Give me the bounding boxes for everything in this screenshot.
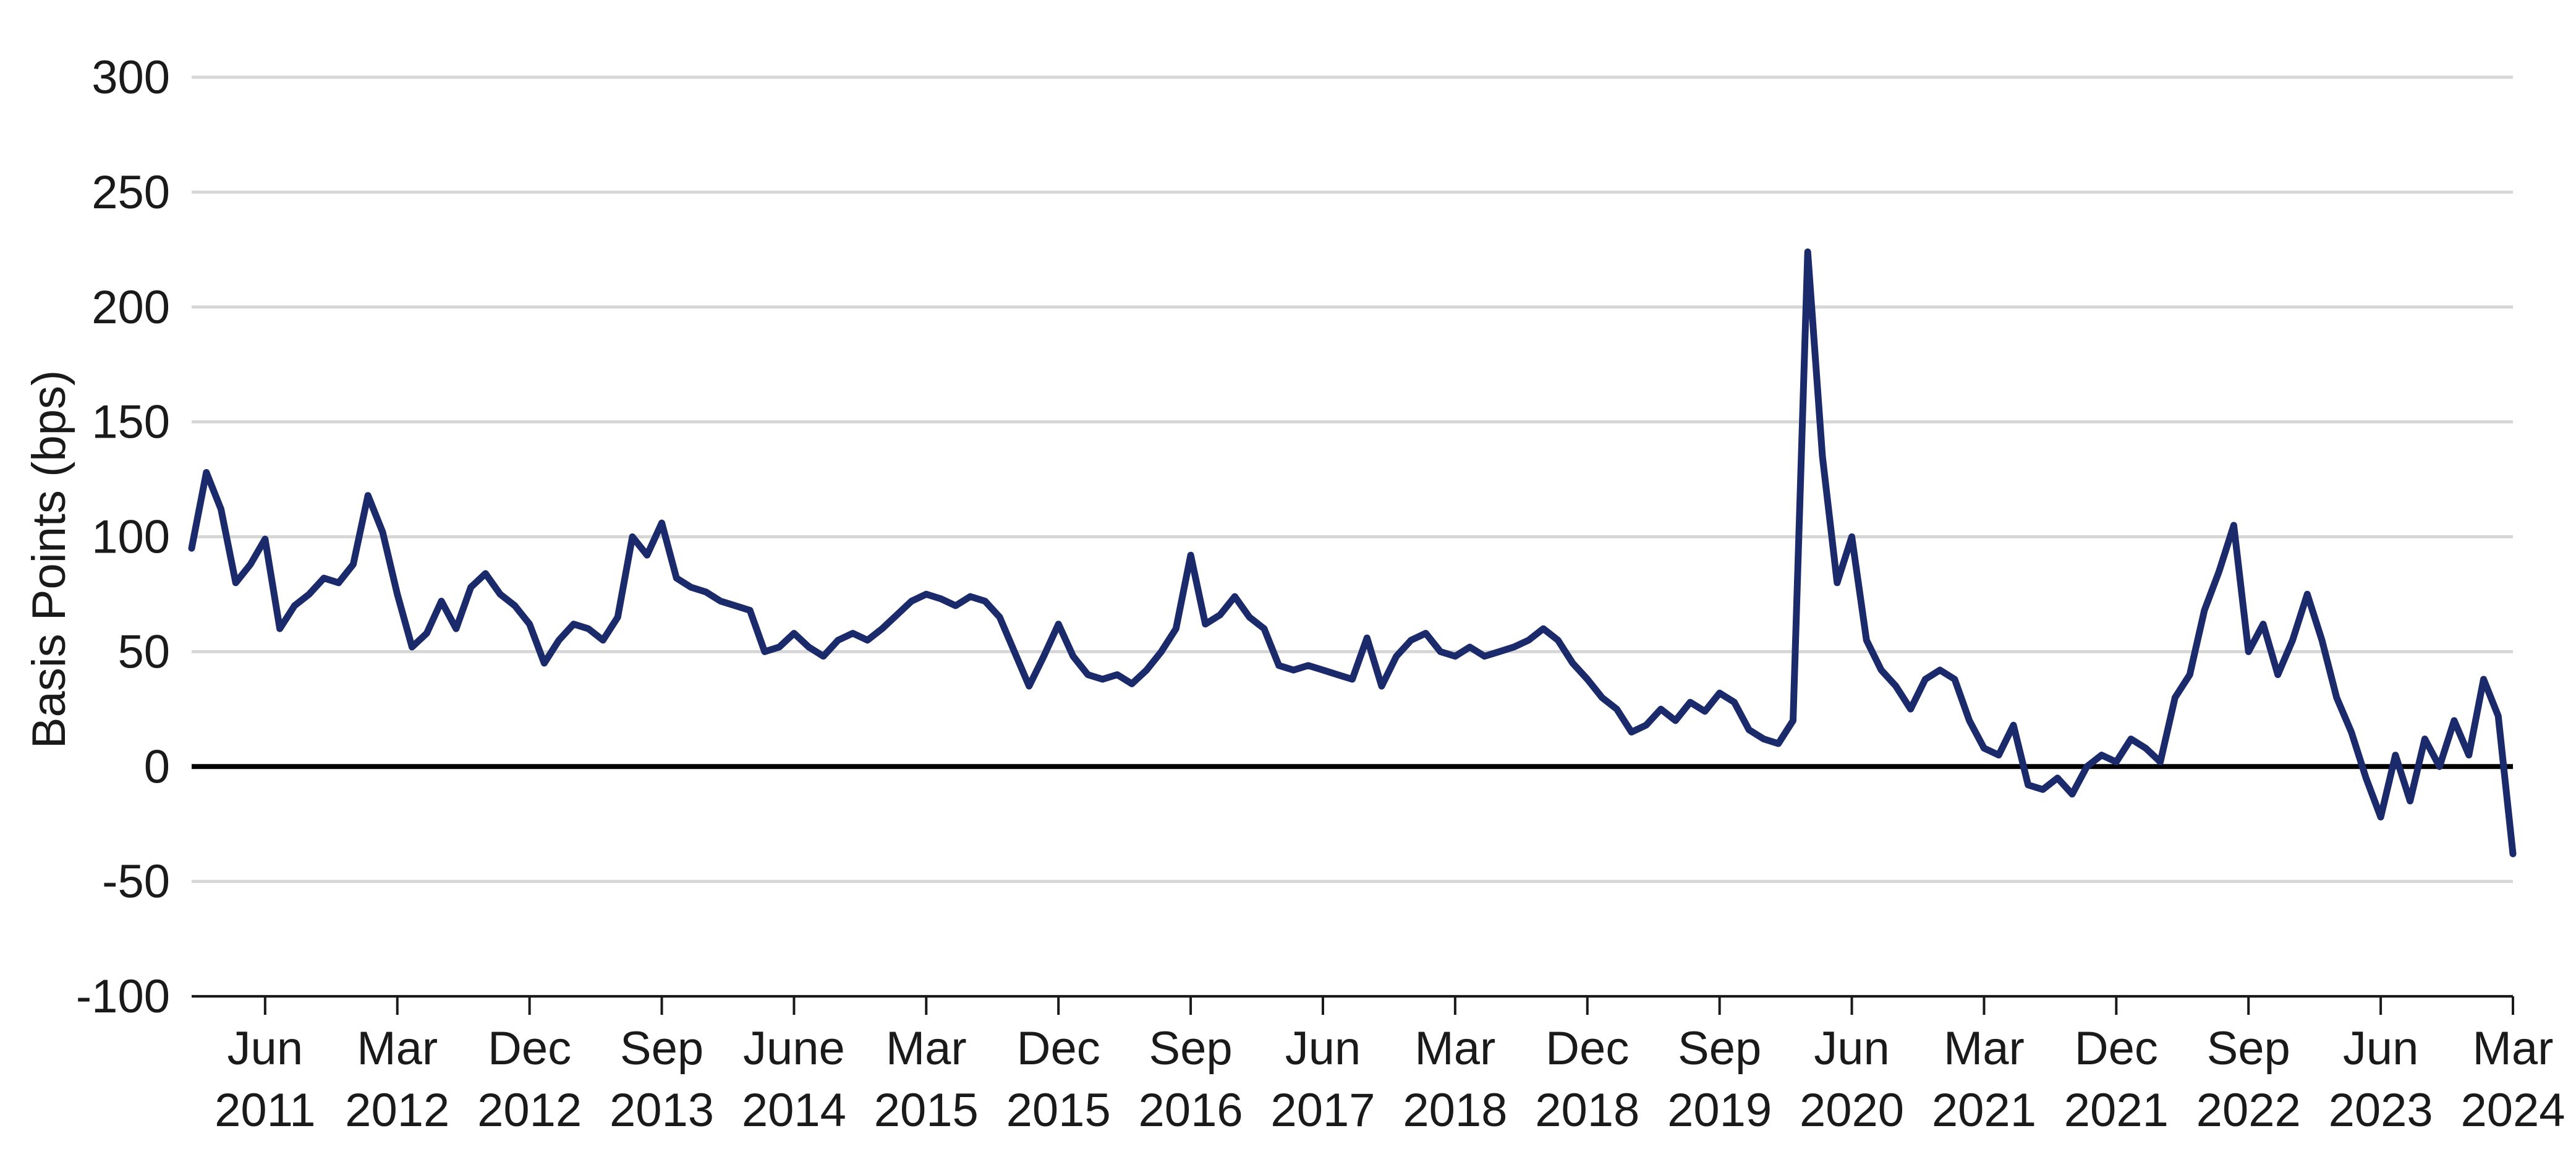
- x-tick-label: Sep: [1678, 1022, 1761, 1075]
- gridlines: [192, 75, 2513, 998]
- x-tick-label: 2024: [2460, 1084, 2565, 1137]
- x-tick-label: Dec: [1545, 1022, 1629, 1075]
- y-tick-label: 0: [144, 740, 170, 793]
- y-tick-label: 250: [91, 166, 170, 219]
- x-tick-label: Mar: [1944, 1022, 2025, 1075]
- x-tick-label: Jun: [227, 1022, 304, 1075]
- x-tick-label: Dec: [488, 1022, 571, 1075]
- x-tick-label: Jun: [1814, 1022, 1890, 1075]
- x-axis: Jun 2011 Mar 2012 Dec 2012 Sep 2013 June 2014 Mar 2…: [192, 764, 2565, 1137]
- x-tick-label: 2015: [1006, 1084, 1111, 1137]
- y-axis-ticks: 300 250 200 150 100 50 0 -50 -100: [76, 51, 170, 1023]
- x-tick-label: 2021: [1932, 1084, 2036, 1137]
- x-tick-label: Sep: [620, 1022, 704, 1075]
- series-layer: [188, 248, 2517, 857]
- x-tick-label: June: [743, 1022, 845, 1075]
- x-tick-label: 2017: [1270, 1084, 1375, 1137]
- series-line: [188, 248, 2517, 857]
- x-tick-label: 2019: [1667, 1084, 1772, 1137]
- x-tick-label: 2018: [1403, 1084, 1507, 1137]
- x-tick-label: 2023: [2329, 1084, 2433, 1137]
- x-tick-label: Mar: [357, 1022, 438, 1075]
- x-tick-label: 2013: [610, 1084, 714, 1137]
- y-tick-label: -50: [102, 855, 170, 908]
- x-tick-label: Jun: [2343, 1022, 2419, 1075]
- y-tick-label: 150: [91, 396, 170, 449]
- x-tick-label: 2016: [1139, 1084, 1243, 1137]
- x-tick-label: Dec: [1017, 1022, 1100, 1075]
- y-axis-title: Basis Points (bps): [23, 370, 75, 748]
- x-tick-label: Sep: [1149, 1022, 1232, 1075]
- x-tick-label: 2022: [2196, 1084, 2301, 1137]
- y-tick-label: -100: [76, 970, 170, 1023]
- x-tick-label: 2021: [2064, 1084, 2169, 1137]
- x-tick-label: Dec: [2075, 1022, 2158, 1075]
- x-tick-label: 2020: [1800, 1084, 1904, 1137]
- x-tick-label: Sep: [2207, 1022, 2290, 1075]
- x-tick-label: 2015: [874, 1084, 979, 1137]
- x-tick-label: 2014: [742, 1084, 846, 1137]
- x-tick-label: 2012: [477, 1084, 582, 1137]
- x-tick-label: 2011: [215, 1084, 315, 1137]
- y-tick-label: 50: [117, 625, 170, 678]
- y-tick-label: 200: [91, 281, 170, 334]
- x-tick-label: Jun: [1285, 1022, 1361, 1075]
- x-tick-label: Mar: [1414, 1022, 1495, 1075]
- y-tick-label: 300: [91, 51, 170, 104]
- x-tick-label: Mar: [2473, 1022, 2554, 1075]
- x-tick-label: 2018: [1535, 1084, 1639, 1137]
- y-tick-label: 100: [91, 511, 170, 564]
- x-tick-label: Mar: [886, 1022, 967, 1075]
- x-tick-label: 2012: [345, 1084, 449, 1137]
